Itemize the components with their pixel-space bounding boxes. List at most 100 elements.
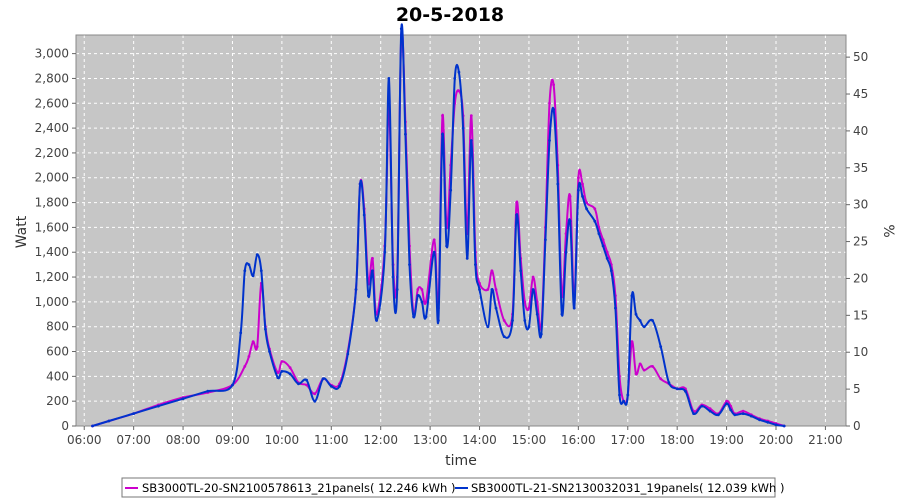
data-point bbox=[243, 269, 247, 273]
data-point bbox=[441, 132, 444, 136]
y2-tick-label: 15 bbox=[853, 308, 868, 322]
x-tick-label: 20:00 bbox=[759, 433, 794, 447]
data-point bbox=[581, 195, 584, 198]
data-point bbox=[552, 108, 555, 111]
data-point bbox=[399, 27, 403, 31]
x-tick-label: 17:00 bbox=[610, 433, 645, 447]
data-point bbox=[758, 418, 761, 422]
data-point bbox=[609, 269, 613, 273]
data-point bbox=[630, 294, 634, 298]
data-point bbox=[247, 355, 251, 358]
data-point bbox=[251, 274, 255, 278]
data-point bbox=[486, 325, 490, 329]
data-point bbox=[346, 352, 350, 356]
data-point bbox=[280, 370, 284, 373]
data-point bbox=[420, 300, 424, 304]
data-point bbox=[519, 269, 523, 273]
data-point bbox=[552, 83, 555, 87]
y2-axis-label: % bbox=[880, 224, 896, 237]
data-point bbox=[659, 377, 663, 381]
data-point bbox=[276, 371, 280, 374]
data-point bbox=[527, 325, 531, 329]
data-point bbox=[490, 288, 494, 291]
data-point bbox=[474, 263, 477, 266]
data-point bbox=[766, 420, 770, 424]
data-point bbox=[614, 306, 617, 310]
data-point bbox=[107, 419, 111, 423]
data-point bbox=[305, 383, 308, 387]
data-point bbox=[206, 389, 210, 393]
x-tick-label: 19:00 bbox=[709, 433, 744, 447]
data-point bbox=[564, 250, 568, 254]
data-point bbox=[371, 269, 374, 273]
legend-label-1: SB3000TL-20-SN2100578613_21panels( 12.24… bbox=[142, 481, 455, 495]
data-point bbox=[717, 413, 720, 417]
data-point bbox=[548, 139, 551, 142]
data-point bbox=[412, 315, 415, 319]
y-tick-label: 2,400 bbox=[35, 121, 69, 135]
data-point bbox=[259, 269, 263, 273]
data-point bbox=[321, 377, 325, 381]
data-point bbox=[424, 300, 428, 304]
data-point bbox=[408, 263, 411, 266]
data-point bbox=[515, 201, 518, 205]
data-point bbox=[667, 381, 671, 384]
grid-lines bbox=[75, 34, 847, 427]
legend-box bbox=[121, 477, 776, 498]
x-tick-label: 07:00 bbox=[116, 433, 151, 447]
data-point bbox=[243, 365, 247, 368]
data-point bbox=[774, 423, 778, 427]
data-point bbox=[741, 409, 745, 413]
data-point bbox=[465, 257, 469, 260]
data-point bbox=[651, 319, 654, 322]
y2-tick-label: 20 bbox=[853, 271, 868, 285]
x-tick-label: 21:00 bbox=[808, 433, 843, 447]
data-point bbox=[354, 288, 358, 291]
y-tick-label: 1,600 bbox=[35, 220, 69, 234]
series-line-2 bbox=[92, 23, 785, 427]
y2-tick-label: 10 bbox=[853, 345, 868, 359]
y2-tick-label: 30 bbox=[853, 198, 868, 212]
x-axis-label: time bbox=[445, 453, 477, 469]
data-point bbox=[749, 414, 753, 418]
legend-label-2: SB3000TL-21-SN2130032031_19panels( 12.03… bbox=[471, 481, 784, 495]
data-point bbox=[597, 232, 601, 236]
data-point bbox=[494, 288, 498, 291]
data-point bbox=[424, 315, 428, 319]
data-point bbox=[251, 340, 255, 343]
data-point bbox=[157, 404, 160, 408]
data-point bbox=[461, 126, 465, 130]
legend: SB3000TL-20-SN2100578613_21panels( 12.24… bbox=[121, 477, 784, 498]
data-point bbox=[449, 188, 453, 192]
x-tick-label: 18:00 bbox=[660, 433, 695, 447]
data-point bbox=[605, 257, 609, 260]
data-point bbox=[700, 404, 704, 408]
x-tick-label: 14:00 bbox=[462, 433, 497, 447]
data-point bbox=[268, 350, 271, 353]
data-point bbox=[577, 176, 580, 180]
x-tick-label: 11:00 bbox=[314, 433, 349, 447]
y-tick-label: 200 bbox=[46, 394, 69, 408]
data-point bbox=[404, 132, 407, 136]
y2-tick-label: 5 bbox=[853, 382, 861, 396]
data-point bbox=[638, 319, 642, 322]
data-point bbox=[692, 412, 695, 415]
data-point bbox=[264, 327, 267, 331]
y-axis-label: Watt bbox=[14, 215, 30, 248]
data-point bbox=[367, 294, 370, 298]
data-point bbox=[585, 201, 588, 205]
data-point bbox=[568, 195, 572, 198]
data-point bbox=[478, 288, 481, 291]
data-point bbox=[231, 383, 234, 387]
chart-title: 20-5-2018 bbox=[396, 4, 504, 26]
data-point bbox=[511, 319, 514, 322]
data-point bbox=[329, 384, 333, 388]
data-point bbox=[605, 250, 609, 254]
data-point bbox=[539, 332, 543, 336]
data-point bbox=[338, 384, 341, 388]
data-point bbox=[387, 77, 391, 80]
data-point bbox=[572, 306, 576, 310]
plot-border bbox=[75, 34, 847, 427]
data-point bbox=[729, 408, 733, 412]
